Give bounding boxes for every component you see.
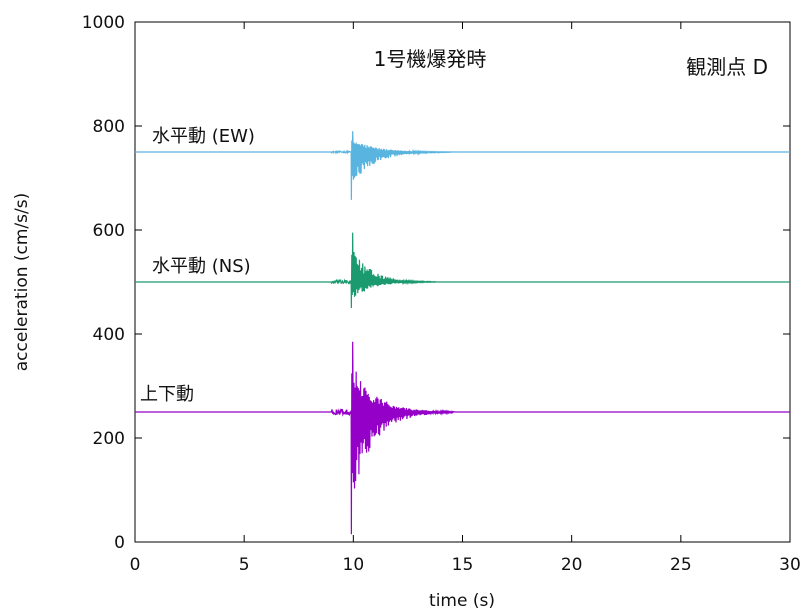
y-tick-label: 0 <box>114 533 125 553</box>
series-label-ud: 上下動 <box>140 384 194 405</box>
annotation-event: 1号機爆発時 <box>374 47 487 71</box>
series-layer <box>135 131 790 535</box>
series-line-0 <box>135 131 790 200</box>
y-tick-label: 800 <box>93 117 125 137</box>
y-axis-title: acceleration (cm/s/s) <box>12 193 32 371</box>
y-tick-label: 1000 <box>82 13 125 33</box>
x-tick-label: 10 <box>343 555 365 575</box>
series-label-ew: 水平動 (EW) <box>152 126 255 147</box>
series-label-ns: 水平動 (NS) <box>152 256 251 277</box>
y-tick-label: 200 <box>93 429 125 449</box>
y-tick-label: 400 <box>93 325 125 345</box>
x-tick-label: 25 <box>670 555 692 575</box>
x-tick-label: 20 <box>561 555 583 575</box>
series-line-1 <box>135 232 790 309</box>
x-tick-label: 5 <box>239 555 250 575</box>
x-tick-label: 15 <box>452 555 474 575</box>
x-tick-label: 0 <box>130 555 141 575</box>
x-tick-label: 30 <box>779 555 801 575</box>
annotation-station: 観測点 D <box>686 55 768 79</box>
x-axis-title: time (s) <box>429 591 495 611</box>
y-tick-label: 600 <box>93 221 125 241</box>
series-line-2 <box>135 341 790 535</box>
ticks-layer: 0 5 10 15 20 25 30 0 200 400 600 800 1000 <box>82 13 801 575</box>
